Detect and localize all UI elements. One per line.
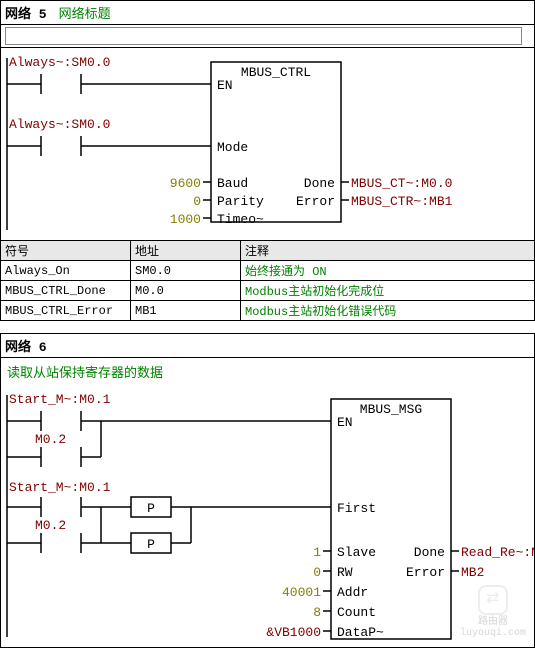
network5-title: 网络标题: [59, 3, 111, 22]
cell-address: MB1: [131, 301, 241, 321]
watermark: ⇄ 路由器 luyouqi.com: [460, 585, 526, 639]
th-comment: 注释: [241, 241, 535, 261]
svg-text:1: 1: [313, 545, 321, 560]
svg-text:DataP~: DataP~: [337, 625, 384, 640]
svg-text:MBUS_MSG: MBUS_MSG: [360, 402, 422, 417]
network5-comment-row: [0, 24, 535, 48]
svg-text:8: 8: [313, 605, 321, 620]
svg-text:Addr: Addr: [337, 585, 368, 600]
network5-ladder: MBUS_CTRL Always~:SM0.0 Always~:SM0.0 EN Mod…: [0, 48, 535, 240]
svg-text:Baud: Baud: [217, 176, 248, 191]
svg-text:Read_Re~:M2.1: Read_Re~:M2.1: [461, 545, 534, 560]
cell-comment: Modbus主站初始化错误代码: [241, 301, 535, 321]
svg-text:0: 0: [313, 565, 321, 580]
cell-comment: Modbus主站初始化完成位: [241, 281, 535, 301]
svg-text:M0.2: M0.2: [35, 432, 66, 447]
network6-diagram: MBUS_MSG Start_M~:M0.1 M0.2 Start_M~:M0.1 P M…: [1, 391, 534, 641]
svg-text:MBUS_CTR~:MB1: MBUS_CTR~:MB1: [351, 194, 453, 209]
watermark-sub: luyouqi.com: [460, 628, 526, 639]
svg-text:Mode: Mode: [217, 140, 248, 155]
cell-comment: 始终接通为 ON: [241, 261, 535, 281]
cell-symbol: MBUS_CTRL_Error: [1, 301, 131, 321]
svg-text:Error: Error: [296, 194, 335, 209]
network5-diagram: MBUS_CTRL Always~:SM0.0 Always~:SM0.0 EN Mod…: [1, 54, 534, 234]
svg-text:MBUS_CTRL: MBUS_CTRL: [241, 65, 311, 80]
svg-text:EN: EN: [337, 415, 353, 430]
svg-text:EN: EN: [217, 78, 233, 93]
watermark-text: 路由器: [460, 617, 526, 628]
svg-text:MB2: MB2: [461, 565, 484, 580]
svg-text:Done: Done: [304, 176, 335, 191]
cell-symbol: MBUS_CTRL_Done: [1, 281, 131, 301]
svg-text:Start_M~:M0.1: Start_M~:M0.1: [9, 480, 111, 495]
network6-comment-text: 读取从站保持寄存器的数据: [7, 366, 163, 381]
table-row: MBUS_CTRL_ErrorMB1Modbus主站初始化错误代码: [1, 301, 535, 321]
svg-text:Count: Count: [337, 605, 376, 620]
cell-address: SM0.0: [131, 261, 241, 281]
network5-symbol-table: 符号 地址 注释 Always_OnSM0.0始终接通为 ONMBUS_CTRL…: [0, 240, 535, 321]
svg-text:9600: 9600: [170, 176, 201, 191]
network5-comment-input[interactable]: [5, 27, 522, 45]
svg-text:Error: Error: [406, 565, 445, 580]
svg-text:Always~:SM0.0: Always~:SM0.0: [9, 117, 110, 132]
svg-text:M0.2: M0.2: [35, 518, 66, 533]
svg-text:Parity: Parity: [217, 194, 264, 209]
svg-text:Timeo~: Timeo~: [217, 212, 264, 227]
svg-text:1000: 1000: [170, 212, 201, 227]
symbol-table-header-row: 符号 地址 注释: [1, 241, 535, 261]
network6-ladder: MBUS_MSG Start_M~:M0.1 M0.2 Start_M~:M0.1 P M…: [0, 385, 535, 648]
svg-text:RW: RW: [337, 565, 353, 580]
svg-text:Always~:SM0.0: Always~:SM0.0: [9, 55, 110, 70]
cell-symbol: Always_On: [1, 261, 131, 281]
svg-text:40001: 40001: [282, 585, 321, 600]
network6-comment: 读取从站保持寄存器的数据: [0, 357, 535, 385]
cell-address: M0.0: [131, 281, 241, 301]
th-symbol: 符号: [1, 241, 131, 261]
network6-label: 网络 6: [5, 336, 47, 355]
svg-text:P: P: [147, 537, 155, 552]
network6-header: 网络 6: [0, 333, 535, 357]
th-address: 地址: [131, 241, 241, 261]
svg-text:First: First: [337, 501, 376, 516]
svg-text:P: P: [147, 501, 155, 516]
table-row: Always_OnSM0.0始终接通为 ON: [1, 261, 535, 281]
svg-text:Slave: Slave: [337, 545, 376, 560]
svg-text:&VB1000: &VB1000: [266, 625, 321, 640]
svg-text:0: 0: [193, 194, 201, 209]
svg-text:Start_M~:M0.1: Start_M~:M0.1: [9, 392, 111, 407]
network5-label: 网络 5: [5, 3, 47, 22]
table-row: MBUS_CTRL_DoneM0.0Modbus主站初始化完成位: [1, 281, 535, 301]
svg-text:Done: Done: [414, 545, 445, 560]
network5-header: 网络 5 网络标题: [0, 0, 535, 24]
router-icon: ⇄: [478, 585, 508, 615]
svg-text:MBUS_CT~:M0.0: MBUS_CT~:M0.0: [351, 176, 452, 191]
